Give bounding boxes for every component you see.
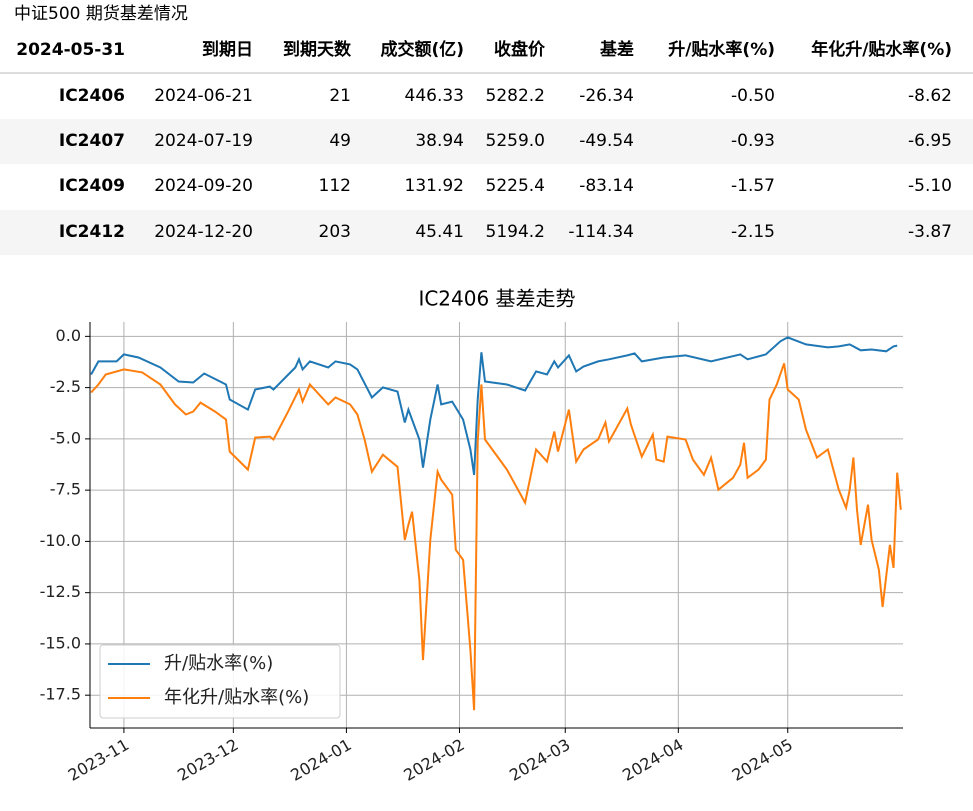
y-tick-label: -2.5 <box>50 377 81 396</box>
x-tick-label: 2024-05 <box>729 735 796 785</box>
x-tick-label: 2024-02 <box>400 735 467 785</box>
row-shade <box>0 119 973 164</box>
series-line <box>90 363 902 711</box>
cell: 131.92 <box>405 176 464 196</box>
cell: -5.10 <box>908 176 952 196</box>
y-tick-label: -10.0 <box>40 531 81 550</box>
cell: 5259.0 <box>486 131 545 151</box>
y-tick-label: -15.0 <box>40 633 81 652</box>
cell: 45.41 <box>415 222 464 242</box>
cell: -8.62 <box>908 86 952 106</box>
row-label: IC2407 <box>59 131 125 151</box>
legend-box <box>99 644 341 719</box>
cell: 2024-12-20 <box>154 222 253 242</box>
series-line <box>90 336 898 475</box>
cell: 2024-06-21 <box>154 86 253 106</box>
row-label: IC2406 <box>59 86 125 106</box>
cell: 203 <box>319 222 351 242</box>
cell: -2.15 <box>731 222 775 242</box>
x-tick-label: 2023-11 <box>65 735 132 785</box>
cell: 5194.2 <box>486 222 545 242</box>
cell: 49 <box>329 131 351 151</box>
caption: 中证500 期货基差情况 <box>14 4 188 24</box>
row-label: IC2409 <box>59 176 125 196</box>
cell: 2024-09-20 <box>154 176 253 196</box>
chart: 0.0 -2.5 -5.0 -7.5 -10.0 -12.5 -15.0 -17.5 2023-… <box>40 322 903 785</box>
row-shade <box>0 210 973 255</box>
cell: -49.54 <box>579 131 634 151</box>
y-tick-label: -12.5 <box>40 582 81 601</box>
x-tick-label: 2024-01 <box>287 735 354 785</box>
cell: -6.95 <box>908 131 952 151</box>
column-header: 基差 <box>599 39 634 60</box>
cell: 112 <box>319 176 351 196</box>
cell: 38.94 <box>415 131 464 151</box>
cell: 446.33 <box>405 86 464 106</box>
y-tick-label: -17.5 <box>40 685 81 704</box>
row-label: IC2412 <box>59 222 125 242</box>
cell: 2024-07-19 <box>154 131 253 151</box>
column-header: 2024-05-31 <box>16 40 125 60</box>
cell: -0.50 <box>731 86 775 106</box>
cell: 5282.2 <box>486 86 545 106</box>
chart-title: IC2406 基差走势 <box>418 287 575 311</box>
cell: -0.93 <box>731 131 775 151</box>
column-header: 到期天数 <box>283 39 352 60</box>
y-tick-label: -7.5 <box>50 480 81 499</box>
cell: -26.34 <box>579 86 634 106</box>
x-tick-label: 2023-12 <box>174 735 241 785</box>
column-header: 到期日 <box>202 40 253 60</box>
column-header: 成交额(亿) <box>380 39 464 60</box>
x-tick-label: 2024-04 <box>619 735 686 785</box>
cell: -83.14 <box>579 176 634 196</box>
cell: 21 <box>329 86 351 106</box>
cell: -1.57 <box>731 176 775 196</box>
column-header: 升/贴水率(%) <box>668 39 775 60</box>
y-tick-label: -5.0 <box>50 428 81 447</box>
column-header: 年化升/贴水率(%) <box>811 39 952 60</box>
x-tick-label: 2024-03 <box>506 735 573 785</box>
cell: 5225.4 <box>486 176 545 196</box>
legend-label: 年化升/贴水率(%) <box>164 687 309 708</box>
column-header: 收盘价 <box>494 39 546 60</box>
table: 2024-05-31 到期日 到期天数 成交额(亿) 收盘价 基差 升/贴水率(%) 年化升/… <box>0 39 973 255</box>
cell: -3.87 <box>908 222 952 242</box>
legend-label: 升/贴水率(%) <box>164 653 273 674</box>
y-tick-label: 0.0 <box>56 326 81 345</box>
cell: -114.34 <box>568 222 634 242</box>
